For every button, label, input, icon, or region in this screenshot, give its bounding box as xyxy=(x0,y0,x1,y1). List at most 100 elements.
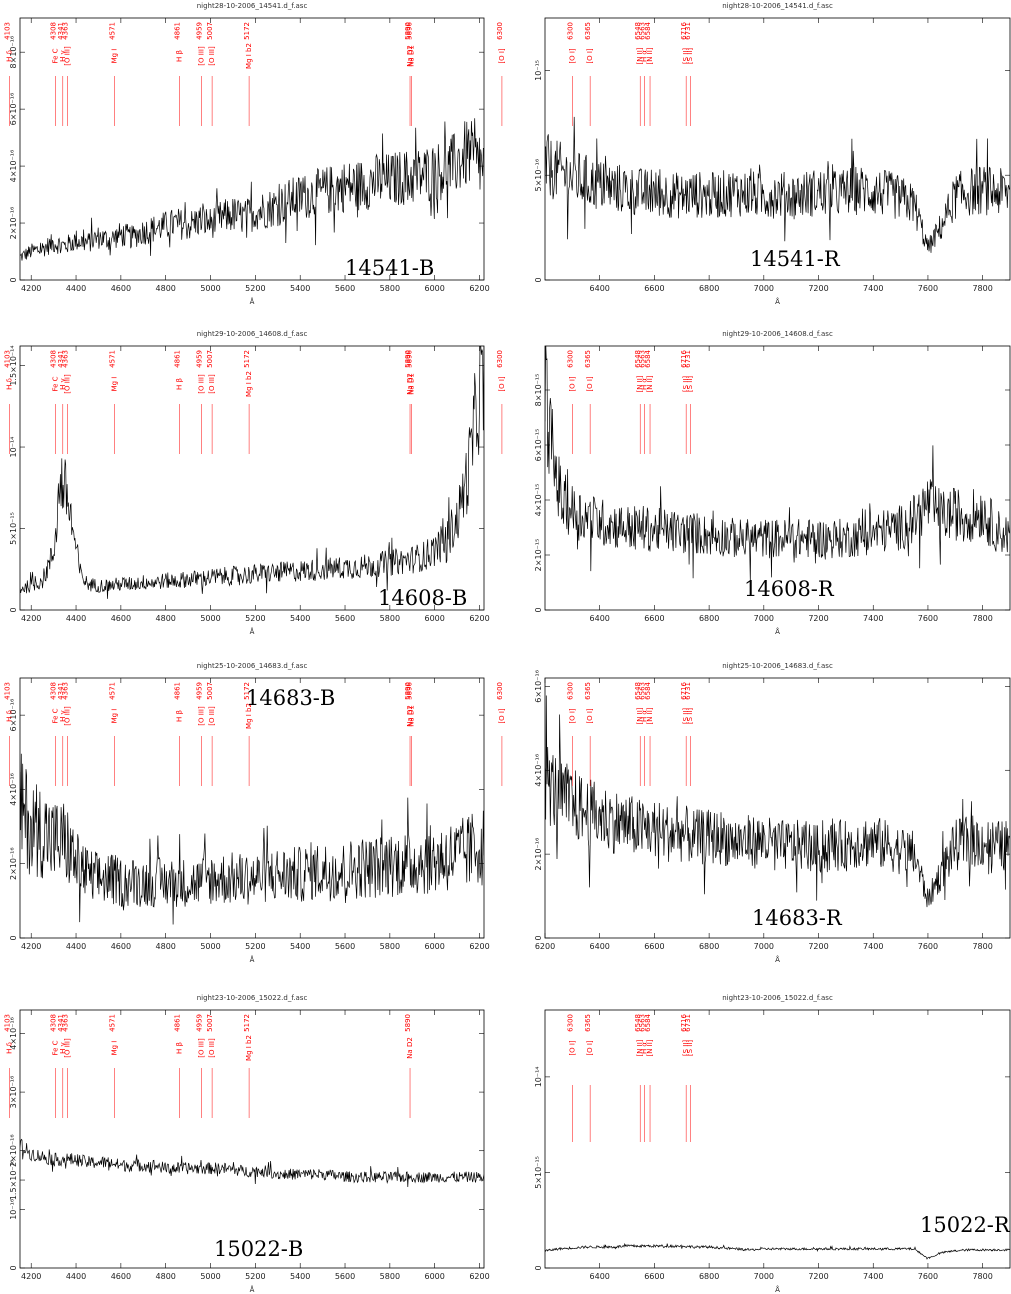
line-wavelength: 6300 xyxy=(496,682,504,700)
x-tick-label: 5400 xyxy=(290,614,310,623)
x-tick-label: 6200 xyxy=(535,942,555,951)
panel-title: night25-10-2006_14683.d_f.asc xyxy=(722,662,833,670)
x-axis-label: Å xyxy=(775,627,780,636)
line-name: H β xyxy=(175,710,183,722)
y-tick-label: 8×10⁻¹⁵ xyxy=(534,374,543,407)
line-marker: 4341 H γ xyxy=(57,22,67,126)
line-name: Mg I xyxy=(110,49,118,64)
line-wavelength: 4341 xyxy=(57,682,65,700)
line-wavelength: 6716 xyxy=(680,681,688,699)
line-name: [O III] xyxy=(64,374,72,394)
spectrum-line xyxy=(545,346,1010,581)
line-wavelength: 5172 xyxy=(243,1014,251,1032)
panel-label: 14608-R xyxy=(744,577,835,601)
line-name: Na D1 xyxy=(407,373,415,395)
panel-title: night25-10-2006_14683.d_f.asc xyxy=(197,662,308,670)
x-tick-label: 5600 xyxy=(335,1272,355,1281)
line-name: [O I] xyxy=(498,708,506,724)
line-wavelength: 4308 xyxy=(49,350,57,368)
line-marker: 4103 H δ xyxy=(3,350,13,454)
y-tick-label: 0 xyxy=(9,935,18,940)
y-tick-label: 4×10⁻¹⁶ xyxy=(9,150,18,183)
x-tick-label: 7600 xyxy=(918,284,938,293)
chart-panel-15022-B: night23-10-2006_15022.d_f.asc 4200 4400 460… xyxy=(3,994,489,1294)
line-name: [N II] xyxy=(646,47,654,64)
line-wavelength: 4308 xyxy=(49,1014,57,1032)
line-marker: 6584 [N II] xyxy=(644,1013,654,1142)
line-marker: 6731 [S II] xyxy=(684,1014,694,1142)
x-tick-label: 5800 xyxy=(380,284,400,293)
line-marker: 4861 H β xyxy=(173,1014,183,1118)
line-wavelength: 5172 xyxy=(243,682,251,700)
y-tick-label: 4×10⁻¹⁶ xyxy=(9,1017,18,1050)
line-marker: 4308 Fe C xyxy=(49,22,59,126)
line-name: [O III] xyxy=(64,46,72,66)
line-wavelength: 6716 xyxy=(680,21,688,39)
spectrum-line xyxy=(20,346,484,599)
line-marker: 6300 [O I] xyxy=(496,350,506,454)
y-tick-label: 8×10⁻¹⁶ xyxy=(9,36,18,69)
line-name: H δ xyxy=(5,378,13,390)
line-marker: 6716 [S II] xyxy=(680,349,690,454)
x-tick-label: 6200 xyxy=(469,614,489,623)
y-tick-label: 10⁻¹⁶ xyxy=(9,1199,18,1220)
line-name: [O III] xyxy=(208,374,216,394)
line-name: [O I] xyxy=(568,48,576,64)
line-marker: 6563 H α xyxy=(638,350,648,454)
x-tick-label: 6000 xyxy=(425,942,445,951)
y-tick-label: 1.5×10⁻¹⁶ xyxy=(9,1160,18,1200)
line-marker: 4861 H β xyxy=(173,350,183,454)
line-wavelength: 4341 xyxy=(57,22,65,40)
x-tick-label: 6800 xyxy=(699,1272,719,1281)
line-wavelength: 6365 xyxy=(584,22,592,40)
line-marker: 6300 [O I] xyxy=(566,1014,576,1142)
x-tick-label: 5200 xyxy=(245,284,265,293)
line-name: Na D1 xyxy=(407,45,415,67)
line-wavelength: 6548 xyxy=(634,1014,642,1032)
line-wavelength: 5007 xyxy=(206,1014,214,1032)
line-wavelength: 6300 xyxy=(496,22,504,40)
line-marker: 4308 Fe C xyxy=(49,1014,59,1118)
x-tick-label: 6200 xyxy=(469,942,489,951)
x-tick-label: 7600 xyxy=(918,942,938,951)
plot-frame xyxy=(19,677,485,939)
line-marker: 4571 Mg I xyxy=(108,22,118,126)
y-tick-label: 2×10⁻¹⁵ xyxy=(534,539,543,572)
line-name: H γ xyxy=(59,1042,67,1054)
line-name: H β xyxy=(175,50,183,62)
plot-frame xyxy=(544,677,1011,939)
y-tick-label: 5×10⁻¹⁶ xyxy=(534,159,543,192)
x-tick-label: 5800 xyxy=(380,942,400,951)
chart-panel-14541-R: night28-10-2006_14541.d_f.asc 6400 6600 680… xyxy=(534,2,1011,306)
line-name: [S II] xyxy=(682,1040,690,1057)
x-tick-label: 6800 xyxy=(699,942,719,951)
line-marker: 5890 Na D2 xyxy=(404,682,414,786)
line-wavelength: 6584 xyxy=(644,21,652,39)
line-marker: 4308 Fe C xyxy=(49,350,59,454)
y-tick-label: 4×10⁻¹⁶ xyxy=(9,773,18,806)
x-tick-label: 7000 xyxy=(754,614,774,623)
x-axis-label: Å xyxy=(250,1285,255,1294)
panel-title: night23-10-2006_15022.d_f.asc xyxy=(197,994,308,1002)
line-name: [N II] xyxy=(636,707,644,724)
x-tick-label: 4800 xyxy=(156,1272,176,1281)
line-name: [N II] xyxy=(646,375,654,392)
line-marker: 5896 Na D1 xyxy=(405,21,415,126)
y-tick-label: 0 xyxy=(9,607,18,612)
x-tick-label: 5600 xyxy=(335,614,355,623)
chart-panel-14608-R: night29-10-2006_14608.d_f.asc 6400 6600 680… xyxy=(534,330,1011,636)
spectrum-line xyxy=(545,1242,1010,1260)
line-name: Na D2 xyxy=(406,1037,414,1059)
line-name: [O III] xyxy=(64,706,72,726)
line-wavelength: 6548 xyxy=(634,682,642,700)
line-wavelength: 6563 xyxy=(638,350,646,368)
line-marker: 5172 Mg I b2 xyxy=(243,350,253,454)
line-name: Na D2 xyxy=(406,45,414,67)
plot-frame xyxy=(544,345,1011,611)
line-name: [S II] xyxy=(682,708,690,725)
line-wavelength: 6584 xyxy=(644,1013,652,1031)
chart-panel-14683-R: night25-10-2006_14683.d_f.asc 6200 6400 660… xyxy=(534,662,1011,964)
line-marker: 6716 [S II] xyxy=(680,1013,690,1142)
line-name: Fe C xyxy=(51,48,59,63)
